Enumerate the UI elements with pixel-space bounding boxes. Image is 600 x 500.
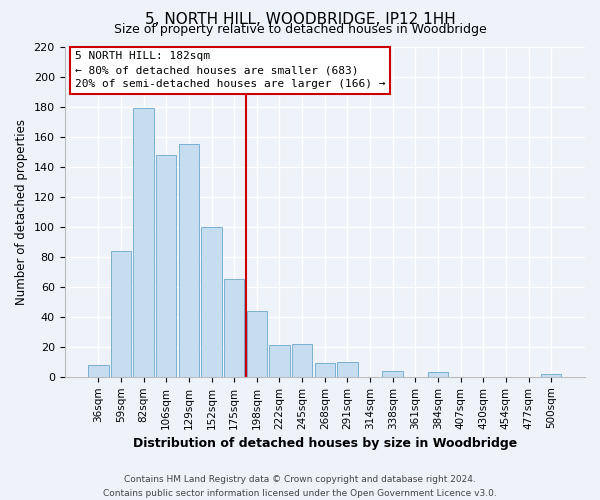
Text: 5 NORTH HILL: 182sqm
← 80% of detached houses are smaller (683)
20% of semi-deta: 5 NORTH HILL: 182sqm ← 80% of detached h… <box>75 52 385 90</box>
Bar <box>202 226 222 377</box>
Bar <box>428 372 448 377</box>
Bar <box>292 344 313 377</box>
Y-axis label: Number of detached properties: Number of detached properties <box>15 118 28 304</box>
Bar <box>88 365 109 377</box>
Bar <box>337 362 358 377</box>
Bar <box>247 311 267 377</box>
Bar <box>541 374 562 377</box>
Bar <box>179 144 199 377</box>
X-axis label: Distribution of detached houses by size in Woodbridge: Distribution of detached houses by size … <box>133 437 517 450</box>
Bar <box>382 371 403 377</box>
Text: Contains HM Land Registry data © Crown copyright and database right 2024.
Contai: Contains HM Land Registry data © Crown c… <box>103 476 497 498</box>
Bar <box>111 250 131 377</box>
Bar <box>224 279 244 377</box>
Bar <box>314 364 335 377</box>
Text: 5, NORTH HILL, WOODBRIDGE, IP12 1HH: 5, NORTH HILL, WOODBRIDGE, IP12 1HH <box>145 12 455 28</box>
Text: Size of property relative to detached houses in Woodbridge: Size of property relative to detached ho… <box>113 22 487 36</box>
Bar <box>133 108 154 377</box>
Bar <box>156 154 176 377</box>
Bar <box>269 346 290 377</box>
